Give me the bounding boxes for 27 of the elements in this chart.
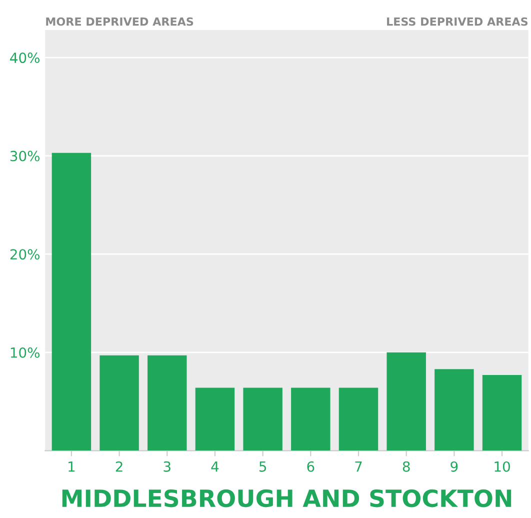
- x-tick-label: 8: [402, 461, 410, 472]
- text: LESS DEPRIVED AREAS: [387, 17, 528, 26]
- x-tick-label: 2: [116, 461, 122, 472]
- x-tick-label: 6: [307, 461, 314, 472]
- y-tick-label: 20%: [10, 249, 40, 260]
- bar: [52, 152, 92, 451]
- x-tick-label: 7: [355, 462, 362, 472]
- bar: [100, 355, 139, 451]
- bar: [386, 352, 426, 451]
- y-tick-label: 40%: [10, 52, 40, 64]
- bar: [482, 374, 522, 451]
- x-tick-label: 3: [164, 461, 170, 472]
- x-tick-label: 1: [68, 462, 75, 472]
- text: MIDDLESBROUGH AND STOCKTON: [62, 489, 512, 508]
- x-tick-label: 10: [494, 461, 510, 472]
- x-tick-label: 4: [211, 462, 219, 472]
- x-tick-label: 5: [259, 462, 266, 472]
- y-tick-label: 30%: [10, 150, 40, 162]
- bar: [291, 388, 330, 451]
- bar: [195, 388, 235, 451]
- bar: [148, 355, 187, 451]
- bar: [434, 369, 474, 451]
- x-tick-label: 9: [450, 461, 458, 472]
- bar: [338, 388, 378, 451]
- bar: [243, 388, 282, 451]
- y-tick-label: 10%: [10, 347, 40, 358]
- text: MORE DEPRIVED AREAS: [46, 17, 194, 26]
